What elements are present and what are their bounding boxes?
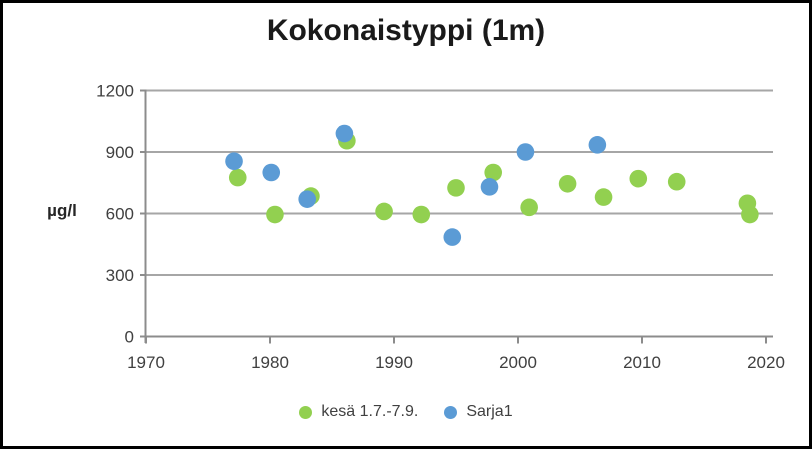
data-point-series-1 — [516, 143, 535, 161]
data-point-series-0 — [228, 168, 247, 187]
data-point-series-0 — [484, 163, 503, 182]
data-point-series-1 — [262, 163, 281, 182]
legend: kesä 1.7.-7.9. Sarja1 — [0, 403, 812, 421]
xtick-label-1980: 1980 — [251, 353, 289, 372]
data-point-series-0 — [520, 198, 538, 217]
xtick-label-1990: 1990 — [375, 353, 413, 372]
legend-item-1: Sarja1 — [444, 403, 513, 421]
data-point-series-0 — [266, 205, 284, 224]
ytick-label-900: 900 — [106, 143, 134, 162]
data-point-series-0 — [629, 169, 648, 188]
legend-marker-icon — [444, 405, 458, 419]
ytick-label-300: 300 — [106, 266, 134, 285]
data-point-series-0 — [412, 205, 431, 224]
data-point-series-0 — [447, 179, 465, 197]
data-point-series-0 — [594, 188, 613, 206]
data-point-series-0 — [558, 174, 577, 193]
legend-marker-icon — [299, 405, 313, 419]
legend-label: Sarja1 — [466, 403, 513, 420]
xtick-label-1970: 1970 — [127, 353, 165, 372]
ytick-label-0: 0 — [125, 328, 134, 347]
xtick-label-2000: 2000 — [499, 353, 537, 372]
ytick-label-600: 600 — [106, 205, 134, 224]
legend-item-0: kesä 1.7.-7.9. — [299, 403, 418, 421]
data-point-series-1 — [480, 178, 499, 196]
data-point-series-0 — [375, 202, 393, 221]
data-point-series-0 — [667, 172, 686, 191]
xtick-label-2010: 2010 — [623, 353, 661, 372]
data-point-series-1 — [443, 228, 462, 246]
data-point-series-1 — [298, 190, 317, 208]
data-point-series-1 — [588, 136, 607, 154]
legend-label: kesä 1.7.-7.9. — [321, 403, 419, 420]
y-axis-label: µg/l — [47, 201, 77, 220]
ytick-label-1200: 1200 — [96, 82, 134, 101]
data-point-series-1 — [335, 124, 354, 143]
data-point-series-1 — [225, 152, 243, 171]
xtick-label-2020: 2020 — [747, 353, 785, 372]
data-point-series-0 — [741, 205, 759, 224]
chart-title: Kokonaistyppi (1m) — [266, 14, 546, 47]
